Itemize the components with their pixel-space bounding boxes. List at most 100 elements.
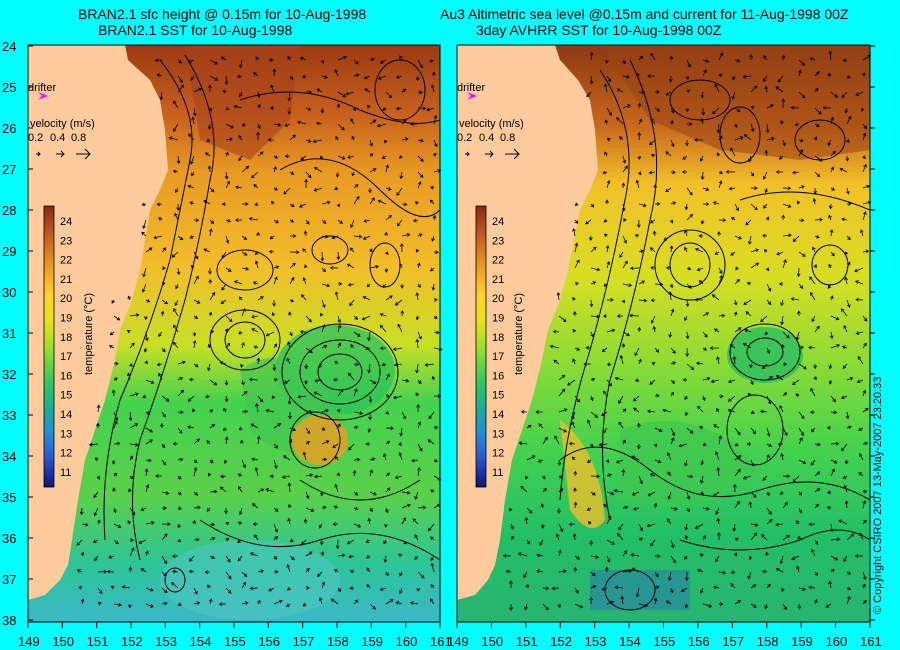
velocity-arrow: [699, 553, 704, 557]
velocity-arrow: [363, 219, 371, 223]
velocity-arrow: [830, 295, 834, 301]
velocity-arrow: [353, 599, 359, 605]
velocity-arrow: [729, 344, 736, 349]
velocity-arrow: [621, 468, 626, 477]
velocity-arrow: [750, 532, 757, 541]
velocity-arrow: [273, 523, 279, 533]
velocity-arrow: [225, 555, 231, 563]
velocity-arrow: [334, 483, 339, 493]
velocity-arrow: [392, 347, 403, 352]
velocity-arrow: [814, 487, 821, 493]
velocity-arrow: [191, 171, 195, 177]
velocity-arrow: [765, 216, 770, 221]
velocity-arrow: [746, 281, 752, 286]
velocity-arrow: [766, 376, 774, 381]
velocity-arrow: [589, 443, 594, 448]
velocity-arrow: [775, 86, 784, 93]
lat-tick-label: 27: [2, 162, 16, 177]
velocity-arrow: [700, 91, 705, 99]
velocity-arrow: [650, 117, 656, 125]
velocity-arrow: [334, 360, 339, 365]
velocity-arrow: [433, 458, 438, 463]
velocity-arrow: [284, 154, 291, 159]
velocity-arrow: [606, 107, 612, 116]
velocity-arrow: [366, 104, 371, 109]
velocity-arrow: [590, 377, 596, 382]
velocity-arrow: [220, 474, 227, 479]
velocity-arrow: [368, 411, 372, 421]
velocity-arrow: [654, 459, 662, 464]
velocity-arrow: [605, 245, 610, 253]
velocity-arrow: [846, 533, 855, 541]
velocity-arrow: [156, 362, 163, 367]
velocity-arrow: [782, 427, 788, 436]
velocity-arrow: [189, 555, 195, 562]
velocity-arrow: [766, 299, 772, 306]
velocity-arrow: [728, 186, 736, 191]
velocity-arrow: [718, 274, 723, 285]
velocity-arrow: [301, 74, 307, 79]
velocity-arrow: [127, 295, 132, 301]
velocity-arrow: [289, 262, 296, 269]
velocity-arrow: [606, 362, 612, 367]
velocity-arrow: [782, 474, 791, 479]
velocity-arrow: [782, 233, 792, 238]
velocity-arrow: [414, 201, 419, 205]
velocity-arrow: [846, 595, 851, 605]
velocity-arrow: [172, 169, 179, 174]
velocity-arrow: [337, 315, 342, 324]
lon-tick-label: 152: [550, 634, 572, 649]
velocity-arrow: [237, 539, 243, 543]
velocity-arrow: [606, 491, 615, 496]
colorbar-tick-label: 16: [60, 370, 72, 382]
left-title-line1: BRAN2.1 sfc height @ 0.15m for 10-Aug-19…: [78, 6, 367, 22]
velocity-arrow: [586, 459, 592, 463]
lon-tick-label: 160: [826, 634, 848, 649]
velocity-arrow: [634, 233, 640, 238]
velocity-arrow: [558, 488, 564, 493]
velocity-arrow: [654, 393, 660, 398]
velocity-arrow: [618, 523, 624, 531]
velocity-arrow: [554, 435, 560, 445]
velocity-arrow: [337, 388, 344, 397]
velocity-arrow: [257, 104, 261, 109]
velocity-arrow: [305, 347, 313, 353]
velocity-arrow: [670, 139, 675, 148]
velocity-arrow: [665, 187, 672, 193]
velocity-arrow: [401, 503, 411, 509]
velocity-arrow: [218, 602, 227, 607]
velocity-arrow: [168, 136, 179, 141]
velocity-arrow: [318, 523, 323, 529]
velocity-arrow: [248, 377, 259, 382]
velocity-arrow: [762, 75, 768, 83]
lat-tick-label: 37: [2, 572, 16, 587]
velocity-arrow: [300, 294, 307, 301]
velocity-arrow: [797, 603, 802, 610]
velocity-arrow: [337, 587, 342, 593]
velocity-arrow: [552, 329, 560, 334]
velocity-arrow: [748, 235, 752, 245]
velocity-arrow: [177, 84, 184, 93]
velocity-arrow: [782, 331, 790, 339]
velocity-arrow: [353, 362, 359, 367]
velocity-arrow: [622, 260, 628, 269]
velocity-arrow: [603, 218, 608, 223]
velocity-arrow: [750, 186, 758, 191]
velocity-arrow: [670, 361, 677, 365]
velocity-arrow: [574, 555, 581, 560]
velocity-arrow: [207, 584, 211, 589]
velocity-arrow: [192, 408, 196, 413]
velocity-arrow: [329, 265, 339, 270]
velocity-arrow: [193, 466, 198, 477]
velocity-arrow: [702, 331, 708, 338]
velocity-arrow: [305, 427, 311, 435]
velocity-arrow: [858, 427, 864, 431]
velocity-arrow: [766, 136, 775, 141]
velocity-arrow: [842, 475, 848, 480]
velocity-arrow: [601, 411, 608, 416]
velocity-arrow: [638, 118, 643, 125]
velocity-arrow: [271, 312, 276, 317]
velocity-arrow: [177, 59, 182, 64]
velocity-arrow: [710, 379, 720, 384]
velocity-arrow: [598, 442, 608, 447]
